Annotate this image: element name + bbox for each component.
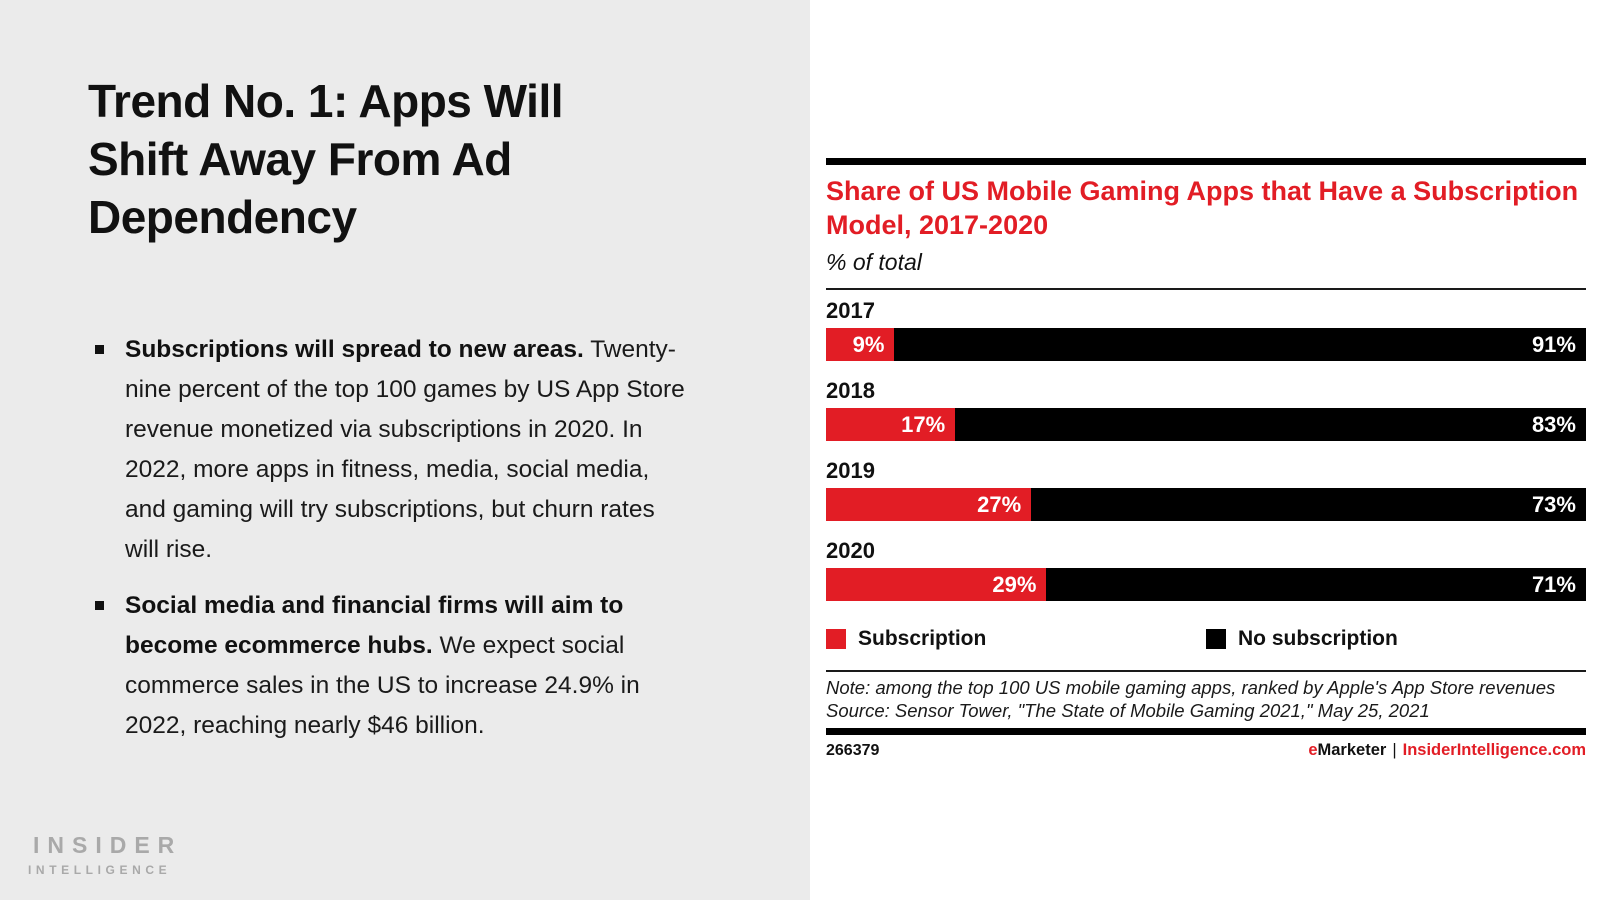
chart-bottom-rule	[826, 728, 1586, 735]
bullet-item-2: Social media and financial firms will ai…	[95, 586, 690, 746]
chart-subtitle: % of total	[826, 249, 922, 275]
logo-intelligence-text: INTELLIGENCE	[28, 863, 172, 877]
no-subscription-bar-segment: 91%	[894, 328, 1586, 361]
bar-value-label: 91%	[1531, 331, 1576, 357]
subscription-bar-segment: 29%	[826, 568, 1047, 601]
insider-intelligence-logo: INSIDER INTELLIGENCE	[28, 832, 182, 877]
bullet-1-lead: Subscriptions will spread to new areas.	[125, 336, 584, 363]
slide-title: Trend No. 1: Apps Will Shift Away From A…	[88, 75, 564, 243]
bar-track: 27% 73%	[826, 488, 1586, 521]
logo-insider-text: INSIDER	[33, 832, 183, 858]
bar-track: 9% 91%	[826, 328, 1586, 361]
bullet-list: Subscriptions will spread to new areas. …	[95, 330, 690, 762]
bullet-1-body: Twenty-nine percent of the top 100 games…	[125, 336, 685, 563]
bullet-square-icon	[95, 345, 104, 354]
legend-item-subscription: Subscription	[826, 627, 986, 651]
note-top-rule	[826, 670, 1586, 672]
bar-value-label: 83%	[1531, 411, 1576, 437]
note-line-2: Source: Sensor Tower, "The State of Mobi…	[826, 699, 1430, 721]
bar-value-label: 71%	[1531, 571, 1576, 597]
left-panel: Trend No. 1: Apps Will Shift Away From A…	[0, 0, 810, 900]
insider-intelligence-link[interactable]: InsiderIntelligence.com	[1402, 741, 1586, 759]
subscription-swatch-icon	[826, 629, 846, 649]
bullet-2-body: We expect social commerce sales in the U…	[125, 632, 640, 739]
bar-year-label: 2019	[826, 458, 875, 483]
bar-row-2020: 2020 29% 71%	[826, 538, 1586, 601]
legend-label-no-subscription: No subscription	[1238, 627, 1398, 650]
bar-value-label: 17%	[901, 411, 946, 437]
subscription-bar-segment: 9%	[826, 328, 895, 361]
bar-track: 17% 83%	[826, 408, 1586, 441]
chart-title: Share of US Mobile Gaming Apps that Have…	[826, 176, 1579, 240]
stacked-bar-chart: 2017 9% 91% 2018 17% 83% 2019 27% 73% 2020 29% 71%	[826, 298, 1586, 601]
bar-year-label: 2018	[826, 378, 875, 403]
bar-row-2017: 2017 9% 91%	[826, 298, 1586, 361]
chart-panel: Share of US Mobile Gaming Apps that Have…	[810, 0, 1600, 900]
bar-value-label: 9%	[852, 331, 885, 357]
bar-value-label: 27%	[977, 491, 1022, 517]
no-subscription-bar-segment: 73%	[1031, 488, 1586, 521]
no-subscription-bar-segment: 71%	[1046, 568, 1586, 601]
bar-year-label: 2017	[826, 298, 875, 323]
chart-id: 266379	[826, 742, 880, 759]
chart-note: Note: among the top 100 US mobile gaming…	[826, 677, 1586, 722]
emarketer-rest: Marketer	[1317, 741, 1387, 759]
bar-value-label: 73%	[1531, 491, 1576, 517]
note-line-1: Note: among the top 100 US mobile gaming…	[826, 677, 1556, 698]
chart-header-rule	[826, 288, 1586, 290]
no-subscription-swatch-icon	[1206, 629, 1226, 649]
bullet-2-lead: Social media and financial firms will ai…	[125, 592, 624, 659]
chart-container: Share of US Mobile Gaming Apps that Have…	[826, 158, 1586, 760]
footer-divider: |	[1392, 741, 1397, 759]
legend-label-subscription: Subscription	[858, 627, 987, 650]
no-subscription-bar-segment: 83%	[955, 408, 1586, 441]
bullet-square-icon	[95, 601, 104, 610]
chart-legend: Subscription No subscription	[826, 627, 1586, 653]
bar-value-label: 29%	[992, 571, 1037, 597]
subscription-bar-segment: 17%	[826, 408, 956, 441]
emarketer-e: e	[1308, 741, 1318, 759]
bullet-text-1: Subscriptions will spread to new areas. …	[125, 330, 690, 570]
bullet-text-2: Social media and financial firms will ai…	[125, 586, 690, 746]
brand-attribution: eMarketer | InsiderIntelligence.com	[1308, 741, 1586, 760]
legend-item-no-subscription: No subscription	[1206, 627, 1398, 651]
bar-year-label: 2020	[826, 538, 875, 563]
bar-row-2018: 2018 17% 83%	[826, 378, 1586, 441]
bar-track: 29% 71%	[826, 568, 1586, 601]
subscription-bar-segment: 27%	[826, 488, 1032, 521]
bullet-item-1: Subscriptions will spread to new areas. …	[95, 330, 690, 570]
chart-top-rule	[826, 158, 1586, 165]
bar-row-2019: 2019 27% 73%	[826, 458, 1586, 521]
chart-footer: 266379 eMarketer | InsiderIntelligence.com	[826, 741, 1586, 760]
